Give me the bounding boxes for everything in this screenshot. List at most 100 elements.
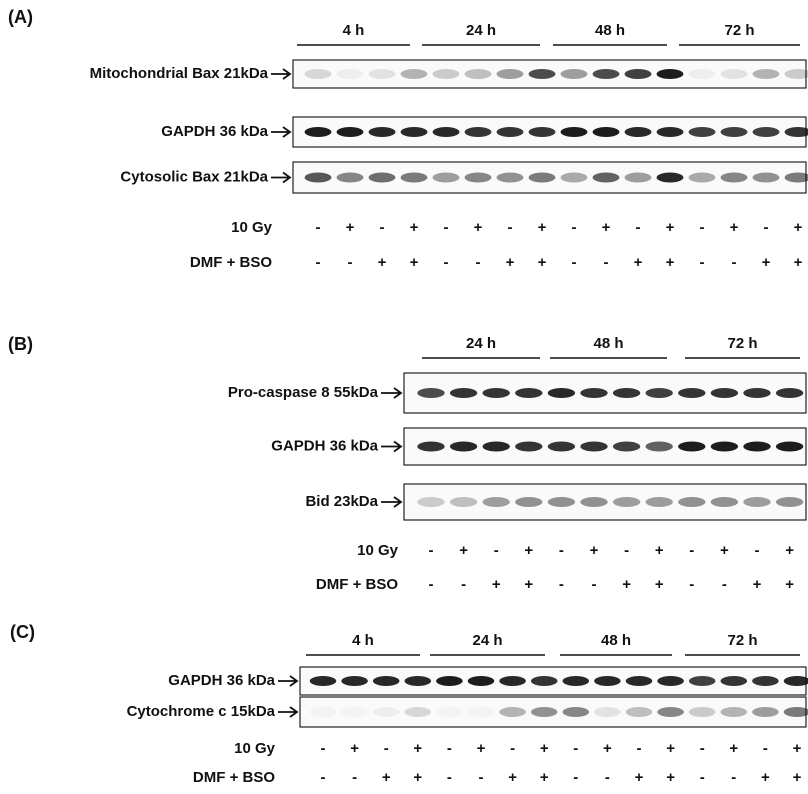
treatment-sign: + bbox=[540, 769, 549, 786]
treatment-sign: - bbox=[764, 219, 769, 236]
band bbox=[753, 69, 780, 79]
treatment-sign: - bbox=[508, 219, 513, 236]
treatment-sign: + bbox=[603, 740, 612, 757]
treatment-sign: - bbox=[559, 542, 564, 559]
treatment-sign: + bbox=[506, 254, 515, 271]
treatment-sign: + bbox=[666, 740, 675, 757]
band bbox=[401, 173, 428, 183]
treatment-sign: - bbox=[316, 219, 321, 236]
arrow bbox=[278, 707, 297, 717]
treatment-sign: - bbox=[447, 740, 452, 757]
band bbox=[337, 69, 364, 79]
treatment-sign: - bbox=[559, 576, 564, 593]
time-label: 48 h bbox=[593, 335, 623, 352]
treatment-sign: + bbox=[410, 254, 419, 271]
treatment-sign: + bbox=[602, 219, 611, 236]
band bbox=[515, 497, 542, 507]
band bbox=[465, 173, 492, 183]
treatment-sign: + bbox=[378, 254, 387, 271]
treatment-sign: - bbox=[572, 254, 577, 271]
treatment-sign: + bbox=[346, 219, 355, 236]
treatment-sign: + bbox=[540, 740, 549, 757]
blot-label: Bid 23kDa bbox=[305, 493, 378, 510]
treatment-sign: - bbox=[604, 254, 609, 271]
band bbox=[401, 127, 428, 137]
treatment-sign: - bbox=[573, 740, 578, 757]
band bbox=[646, 497, 673, 507]
band bbox=[678, 497, 705, 507]
treatment-sign: + bbox=[410, 219, 419, 236]
band bbox=[743, 442, 770, 452]
band bbox=[529, 127, 556, 137]
time-label: 24 h bbox=[466, 22, 496, 39]
treatment-sign: + bbox=[459, 542, 468, 559]
treatment-sign: + bbox=[794, 219, 803, 236]
treatment-sign: + bbox=[762, 254, 771, 271]
band bbox=[483, 497, 510, 507]
band bbox=[561, 127, 588, 137]
treatment-sign: - bbox=[380, 219, 385, 236]
treatment-sign: + bbox=[753, 576, 762, 593]
treatment-sign: + bbox=[729, 740, 738, 757]
band bbox=[594, 707, 621, 717]
treatment-sign: - bbox=[722, 576, 727, 593]
band bbox=[626, 676, 653, 686]
treatment-sign: - bbox=[605, 769, 610, 786]
band bbox=[483, 442, 510, 452]
band bbox=[657, 127, 684, 137]
band bbox=[515, 442, 542, 452]
band bbox=[753, 173, 780, 183]
treatment-sign: - bbox=[732, 254, 737, 271]
treatment-sign: - bbox=[689, 542, 694, 559]
panel-label: (A) bbox=[8, 7, 33, 27]
treatment-sign: - bbox=[494, 542, 499, 559]
band bbox=[305, 127, 332, 137]
band bbox=[433, 69, 460, 79]
arrow bbox=[271, 173, 290, 183]
band bbox=[337, 127, 364, 137]
band bbox=[450, 388, 477, 398]
treatment-sign: + bbox=[524, 542, 533, 559]
treatment-sign: + bbox=[793, 740, 802, 757]
band bbox=[594, 676, 621, 686]
panel-label: (C) bbox=[10, 622, 35, 642]
treatment-sign: + bbox=[794, 254, 803, 271]
treatment-sign: - bbox=[444, 219, 449, 236]
blot-label: GAPDH 36 kDa bbox=[161, 123, 268, 140]
band bbox=[711, 442, 738, 452]
band bbox=[483, 388, 510, 398]
band bbox=[531, 707, 558, 717]
treatment-sign: - bbox=[429, 542, 434, 559]
time-label: 72 h bbox=[727, 632, 757, 649]
treatment-sign: + bbox=[730, 219, 739, 236]
time-label: 48 h bbox=[601, 632, 631, 649]
treatment-sign: + bbox=[474, 219, 483, 236]
band bbox=[753, 127, 780, 137]
treatment-sign: + bbox=[622, 576, 631, 593]
band bbox=[529, 173, 556, 183]
band bbox=[369, 173, 396, 183]
band bbox=[625, 69, 652, 79]
row-label: DMF + BSO bbox=[193, 769, 275, 786]
band bbox=[657, 707, 684, 717]
treatment-sign: - bbox=[352, 769, 357, 786]
band bbox=[465, 69, 492, 79]
blot-label: Mitochondrial Bax 21kDa bbox=[90, 65, 269, 82]
band bbox=[450, 497, 477, 507]
band bbox=[626, 707, 653, 717]
band bbox=[721, 676, 748, 686]
treatment-sign: - bbox=[444, 254, 449, 271]
treatment-sign: - bbox=[731, 769, 736, 786]
band bbox=[417, 388, 444, 398]
band bbox=[657, 173, 684, 183]
treatment-sign: - bbox=[592, 576, 597, 593]
band bbox=[721, 173, 748, 183]
treatment-sign: - bbox=[573, 769, 578, 786]
row-label: DMF + BSO bbox=[316, 576, 398, 593]
arrow bbox=[381, 497, 401, 507]
band bbox=[678, 388, 705, 398]
band bbox=[563, 707, 590, 717]
band bbox=[689, 707, 716, 717]
arrow bbox=[271, 127, 290, 137]
treatment-sign: - bbox=[572, 219, 577, 236]
